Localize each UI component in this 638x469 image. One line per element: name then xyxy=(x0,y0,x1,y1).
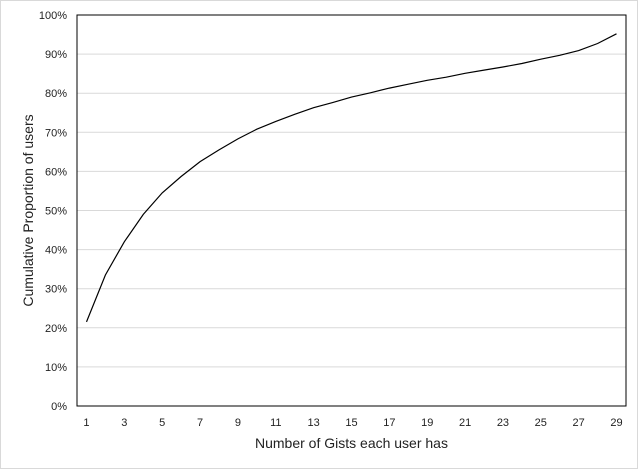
y-tick-label: 60% xyxy=(45,166,67,178)
x-tick-label: 7 xyxy=(197,417,203,429)
x-tick-label: 11 xyxy=(270,417,281,429)
x-tick-label: 9 xyxy=(235,417,241,429)
x-tick-label: 23 xyxy=(497,417,509,429)
y-axis-tick-labels: 0% 10% 20% 30% 40% 50% 60% 70% 80% 90% 100% xyxy=(39,10,67,413)
series-line xyxy=(85,33,617,323)
y-tick-label: 50% xyxy=(45,206,67,218)
x-axis-tick-labels: 1 3 5 7 9 11 13 15 17 19 21 23 25 27 29 xyxy=(83,417,622,429)
y-tick-label: 100% xyxy=(39,10,67,22)
y-tick-label: 10% xyxy=(45,362,67,374)
plot-area-border xyxy=(76,14,627,407)
y-tick-label: 0% xyxy=(51,401,67,413)
y-tick-label: 20% xyxy=(45,323,67,335)
x-tick-label: 25 xyxy=(535,417,547,429)
x-tick-label: 3 xyxy=(121,417,127,429)
y-tick-label: 80% xyxy=(45,88,67,100)
y-tick-label: 90% xyxy=(45,49,67,61)
gridlines xyxy=(77,53,626,368)
x-tick-label: 13 xyxy=(308,417,320,429)
y-tick-label: 40% xyxy=(45,245,67,257)
y-tick-label: 70% xyxy=(45,127,67,139)
x-tick-label: 1 xyxy=(83,417,89,429)
x-tick-label: 21 xyxy=(459,417,471,429)
x-tick-label: 19 xyxy=(421,417,433,429)
x-tick-label: 17 xyxy=(383,417,395,429)
x-tick-label: 27 xyxy=(573,417,585,429)
y-axis-title: Cumulative Proportion of users xyxy=(20,114,36,306)
x-axis-title: Number of Gists each user has xyxy=(255,435,448,451)
x-tick-label: 15 xyxy=(345,417,357,429)
x-tick-label: 5 xyxy=(159,417,165,429)
y-tick-label: 30% xyxy=(45,284,67,296)
x-tick-label: 29 xyxy=(610,417,622,429)
